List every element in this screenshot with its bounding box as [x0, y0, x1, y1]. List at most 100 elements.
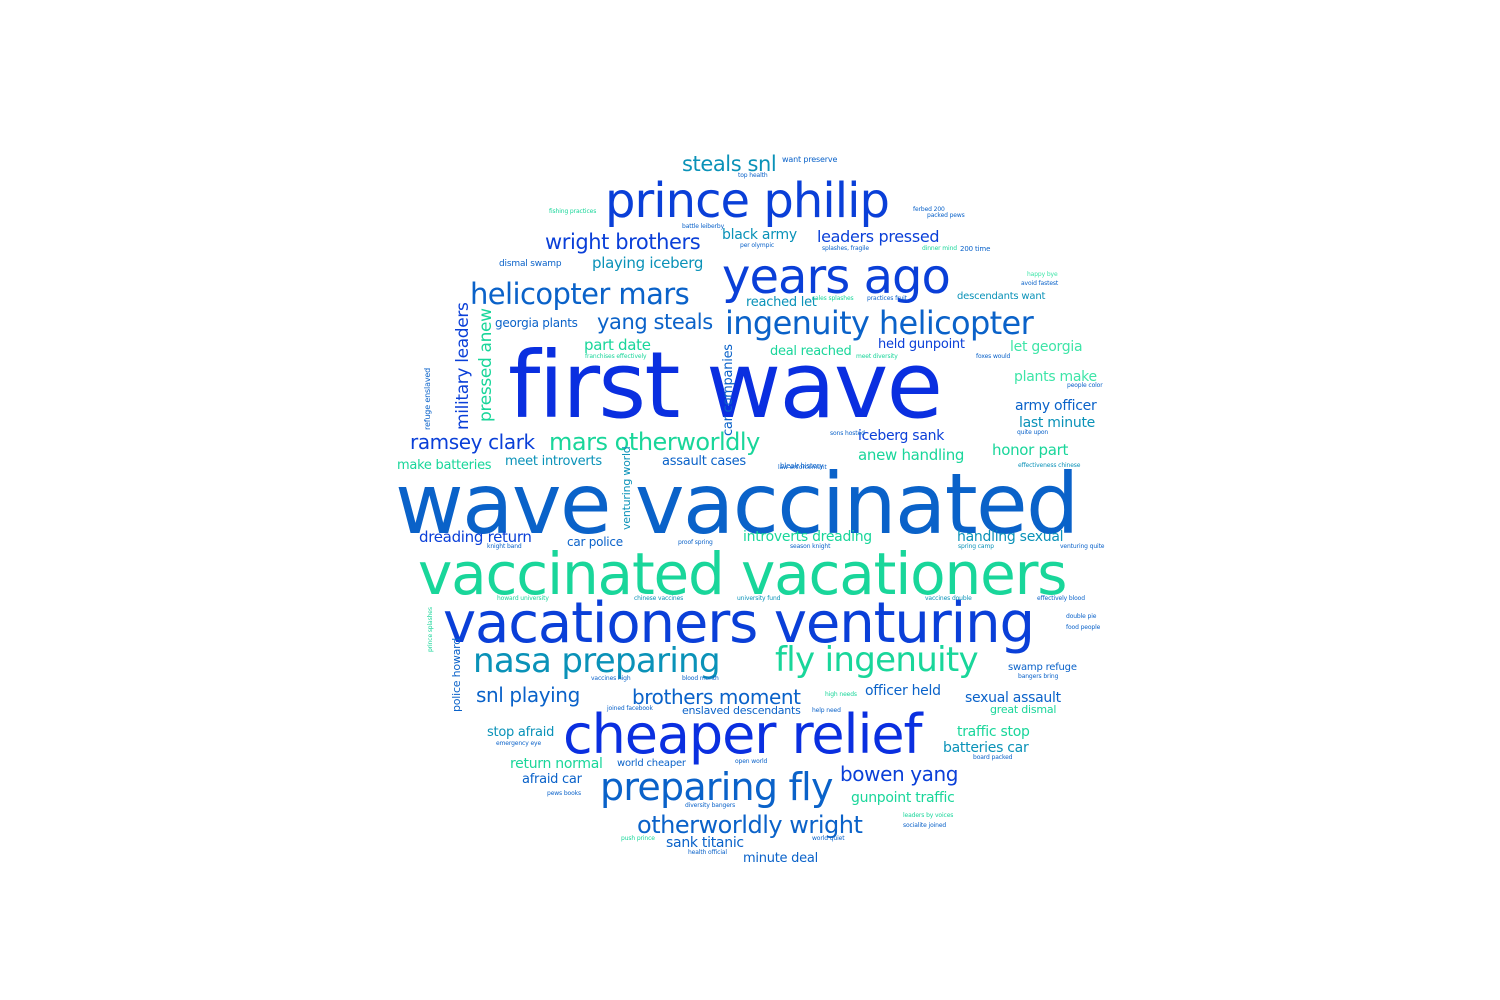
word-cloud-word: last minute [1019, 415, 1095, 431]
word-cloud-word: open world [735, 758, 768, 765]
word-cloud-word: diversity bangers [685, 802, 736, 809]
word-cloud-word: ingenuity helicopter [725, 304, 1034, 342]
word-cloud-word: nasa preparing [473, 641, 721, 681]
word-cloud-word: army officer [1015, 398, 1097, 414]
word-cloud-word: splashes, fragile [822, 245, 869, 252]
word-cloud-word: descendants want [957, 291, 1046, 302]
word-cloud-word: practices fruit [867, 295, 907, 302]
word-cloud-word: iceberg sank [858, 428, 945, 444]
word-cloud-word: officer held [865, 683, 941, 699]
word-cloud-word: stop afraid [487, 725, 555, 740]
word-cloud-word: first wave [508, 332, 943, 439]
word-cloud-word: emergency eye [496, 740, 542, 747]
word-cloud-word: fishing practices [549, 208, 597, 215]
word-cloud-word: double pie [1066, 613, 1097, 620]
word-cloud-word: sank titanic [666, 835, 744, 851]
word-cloud-word: georgia plants [495, 316, 578, 330]
word-cloud-word: plants make [1014, 369, 1097, 385]
word-cloud-word: part date [584, 336, 651, 354]
word-cloud-word: chinese vaccines [634, 595, 684, 602]
word-cloud-word: make batteries [397, 458, 492, 473]
word-cloud-word: packed pews [927, 212, 965, 219]
word-cloud-word: university fund [737, 595, 781, 602]
word-cloud-word: handling sexual [957, 529, 1064, 545]
word-cloud-word: dinner mind [922, 245, 957, 252]
word-cloud-word: enslaved descendants [682, 704, 801, 717]
word-cloud-word: want preserve [782, 155, 838, 164]
word-cloud-word: yang steals [597, 310, 713, 334]
word-cloud-word: car police [567, 535, 623, 549]
word-cloud-word: bleak history [780, 462, 824, 470]
word-cloud-word: battle leiberby [682, 223, 725, 230]
word-cloud-word: anew handling [858, 446, 965, 464]
word-cloud-word: vacationers venturing [443, 591, 1035, 656]
word-cloud-word: effectiveness chinese [1018, 462, 1081, 469]
word-cloud-word: high needs [825, 691, 857, 698]
word-cloud-word: preparing fly [600, 765, 833, 809]
word-cloud-word: steals snl [682, 152, 777, 176]
word-cloud-word: let georgia [1010, 339, 1083, 355]
word-cloud-word: otherworldly wright [637, 811, 863, 839]
word-cloud-word: gunpoint traffic [851, 790, 955, 806]
word-cloud-word: proof spring [678, 539, 713, 546]
word-cloud-word: refuge enslaved [423, 367, 432, 430]
word-cloud-word: prince splashes [427, 607, 434, 652]
word-cloud-word: vaccines double [925, 595, 972, 602]
word-cloud-word: afraid car [522, 772, 582, 787]
word-cloud-word: black army [722, 227, 797, 243]
word-cloud-word: meet diversity [856, 353, 898, 360]
word-cloud-word: socialite joined [903, 822, 947, 829]
word-cloud-word: wave vaccinated [395, 455, 1079, 553]
word-cloud-word: venturing quite [1060, 543, 1105, 550]
word-cloud-word: vaccinated vacationers [418, 540, 1068, 608]
word-cloud-word: brothers moment [632, 685, 801, 709]
word-cloud-word: knight band [487, 543, 522, 550]
word-cloud-word: avoid fastest [1021, 280, 1059, 287]
word-cloud-word: assault cases [662, 454, 746, 469]
word-cloud-word: leaders pressed [817, 227, 940, 246]
word-cloud-word: spring camp [958, 543, 994, 550]
word-cloud-word: cheaper relief [563, 703, 923, 766]
word-cloud-word: fly ingenuity [775, 640, 979, 680]
word-cloud-word: held gunpoint [878, 337, 965, 352]
word-cloud-word: effectively blood [1037, 595, 1085, 602]
word-cloud-word: joined facebook [607, 705, 653, 712]
word-cloud-word: people color [1067, 382, 1103, 389]
word-cloud-word: introverts dreading [743, 529, 872, 545]
word-cloud-word: health official [688, 849, 727, 856]
word-cloud-word: howard university [497, 595, 549, 602]
word-cloud-word: quite upon [1017, 429, 1049, 436]
word-cloud-word: prince philip [605, 173, 890, 229]
word-cloud-word: military leaders [453, 302, 473, 430]
word-cloud-word: bangers bring [1018, 673, 1059, 680]
word-cloud-word: wright brothers [545, 230, 701, 254]
word-cloud-word: deal reached [770, 344, 852, 359]
word-cloud-word: world quiet [812, 835, 845, 842]
word-cloud-word: car companies [721, 344, 736, 436]
word-cloud-word: helicopter mars [470, 277, 690, 311]
word-cloud-word: leaders by voices [903, 812, 954, 819]
word-cloud-word: vaccines high [591, 675, 631, 682]
word-cloud-word: help need [812, 707, 841, 714]
word-cloud-word: reached let [746, 295, 817, 310]
word-cloud-word: mars otherworldly [549, 428, 760, 456]
word-cloud-word: batteries car [943, 740, 1029, 756]
word-cloud-word: dreading return [419, 528, 532, 546]
word-cloud-word: franchises effectively [585, 353, 647, 360]
word-cloud-word: food people [1066, 624, 1101, 631]
word-cloud-word: police howard [450, 637, 463, 712]
word-cloud-word: top health [738, 172, 768, 179]
word-cloud-word: sales splashes [812, 295, 854, 302]
word-cloud-word: foxes would [976, 353, 1011, 360]
word-cloud-word: venturing world [620, 446, 633, 530]
word-cloud-word: dismal swamp [499, 259, 562, 269]
word-cloud-word: sexual assault [965, 690, 1061, 706]
word-cloud-word: world cheaper [617, 758, 686, 769]
word-cloud-word: bowen yang [840, 762, 959, 786]
word-cloud-word: swamp refuge [1008, 662, 1077, 673]
word-cloud-word: snl playing [476, 683, 580, 707]
word-cloud-word: honor part [992, 441, 1069, 459]
word-cloud-word: 200 time [960, 245, 991, 253]
word-cloud-word: season knight [790, 543, 831, 550]
